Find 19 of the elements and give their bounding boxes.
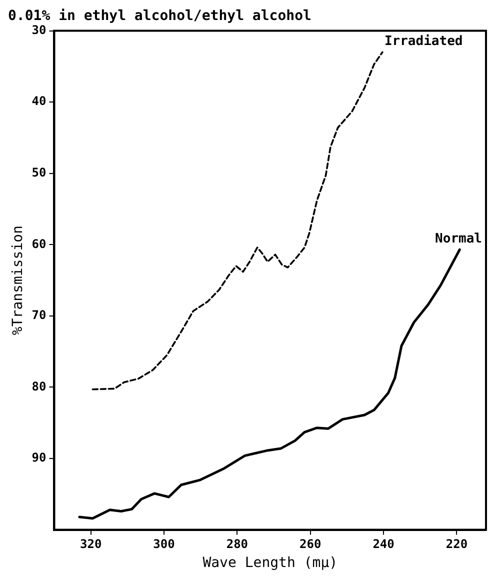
series-label: Normal (435, 232, 482, 247)
x-tick-label: 280 (226, 537, 248, 552)
x-tick-label: 260 (300, 537, 322, 552)
y-tick-label: 80 (32, 379, 46, 394)
y-tick-label: 40 (32, 94, 46, 108)
x-tick-label: 220 (446, 537, 468, 552)
y-tick-label: 70 (32, 308, 46, 322)
y-tick-label: 90 (32, 450, 46, 465)
y-tick-label: 60 (32, 236, 46, 251)
x-tick-label: 240 (372, 537, 394, 552)
x-axis-title: Wave Length (mμ) (202, 555, 338, 572)
chart-title: 0.01% in ethyl alcohol/ethyl alcohol (8, 8, 312, 24)
line-series (92, 51, 384, 390)
y-tick-label: 50 (32, 165, 46, 180)
series-label: Irradiated (384, 34, 463, 50)
y-axis-title: %Transmission (10, 226, 26, 336)
x-tick-label: 320 (80, 537, 102, 552)
y-tick-label: 30 (32, 22, 46, 37)
x-tick-label: 300 (153, 537, 175, 552)
